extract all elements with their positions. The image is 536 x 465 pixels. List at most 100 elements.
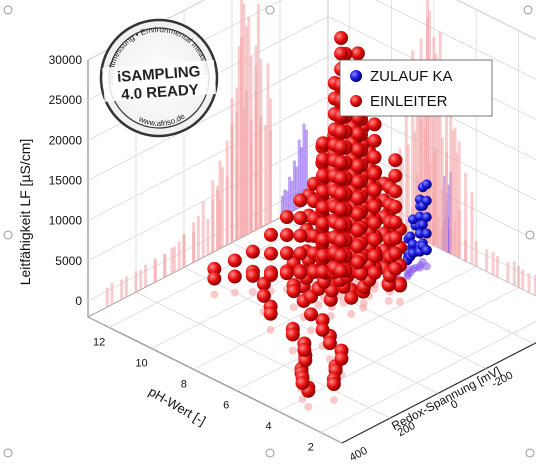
z-axis-label: Leitfähigkeit LF [µS/cm] — [17, 139, 33, 286]
handle-bottom-right[interactable] — [525, 448, 535, 458]
point-einleiter — [334, 139, 349, 154]
point-einleiter — [207, 271, 222, 286]
point-einleiter — [388, 246, 403, 261]
y-tick-label: 400 — [348, 445, 370, 460]
projection-einleiter-floor — [266, 325, 275, 334]
point-einleiter — [388, 215, 403, 230]
grid-z-left — [87, 136, 329, 262]
grid-y-floor — [87, 316, 343, 444]
projection-einleiter-floor — [289, 303, 298, 312]
z-tick-label: 25000 — [49, 93, 83, 107]
x-axis-label: pH-Wert [-] — [146, 384, 208, 429]
z-tick-label: 30000 — [49, 53, 83, 67]
projection-einleiter-floor — [359, 303, 368, 312]
y-axis-line — [341, 342, 536, 444]
point-einleiter — [334, 248, 349, 263]
grid-x-floor — [236, 266, 477, 391]
point-einleiter — [304, 307, 318, 322]
handle-middle-left[interactable] — [3, 230, 13, 240]
x-tick-label: 4 — [265, 421, 271, 433]
point-einleiter — [367, 232, 382, 247]
x-tick-label: 10 — [135, 358, 147, 370]
grid-y-floor — [135, 291, 391, 419]
point-einleiter — [350, 190, 365, 205]
point-zulauf — [421, 228, 432, 239]
point-einleiter — [350, 142, 365, 157]
z-tick-label: 20000 — [49, 133, 83, 147]
point-einleiter — [207, 261, 222, 276]
point-einleiter — [316, 168, 331, 183]
point-einleiter — [316, 136, 331, 151]
point-einleiter — [367, 150, 382, 165]
y-tick-label: 0 — [449, 398, 460, 411]
legend-label-zulauf: ZULAUF KA — [370, 68, 453, 85]
legend-marker-zulauf — [350, 70, 362, 82]
point-einleiter — [286, 284, 301, 299]
point-einleiter — [279, 209, 294, 224]
stamp-line2: 4.0 READY — [121, 81, 200, 103]
point-einleiter — [388, 261, 403, 276]
point-einleiter — [293, 246, 308, 261]
tick-labels: 0 5000 10000 15000 20000 25000 30000 12 10 8 6 4 2 40… — [49, 53, 516, 464]
projection-einleiter-floor — [329, 396, 338, 405]
point-einleiter — [316, 200, 331, 215]
point-einleiter — [388, 184, 403, 199]
point-einleiter — [350, 158, 365, 173]
point-zulauf — [405, 231, 416, 242]
point-einleiter — [350, 46, 365, 61]
point-einleiter — [263, 227, 278, 242]
point-einleiter — [334, 263, 349, 278]
z-tick-label: 15000 — [49, 173, 83, 187]
handle-bottom-left[interactable] — [3, 448, 13, 458]
projection-einleiter-floor — [395, 297, 404, 306]
stamp-line1: iSAMPLING — [117, 63, 201, 86]
point-einleiter — [334, 124, 349, 139]
point-einleiter — [315, 322, 330, 337]
projection-einleiter-floor — [347, 309, 356, 318]
point-einleiter — [334, 202, 349, 217]
point-einleiter — [322, 336, 337, 351]
handle-top-left[interactable] — [3, 5, 13, 15]
handle-top-center[interactable] — [265, 5, 275, 15]
point-einleiter — [263, 246, 278, 261]
point-einleiter — [334, 217, 349, 232]
handle-bottom-center[interactable] — [265, 448, 275, 458]
point-einleiter — [353, 266, 368, 281]
handle-middle-right[interactable] — [525, 230, 535, 240]
point-einleiter — [326, 376, 341, 391]
point-zulauf — [421, 195, 432, 206]
point-einleiter — [334, 31, 349, 46]
point-einleiter — [388, 153, 403, 168]
point-einleiter — [227, 269, 242, 284]
grid-x-floor — [320, 320, 536, 433]
grid-z-left — [87, 96, 329, 221]
point-einleiter — [367, 183, 382, 198]
projection-einleiter-floor — [248, 287, 257, 296]
projection-einleiter-floor — [230, 288, 239, 297]
point-einleiter — [334, 233, 349, 248]
x-tick-label: 6 — [223, 400, 229, 412]
point-einleiter — [388, 199, 403, 214]
point-einleiter — [293, 211, 308, 226]
point-einleiter — [388, 168, 403, 183]
point-zulauf — [421, 245, 432, 256]
point-einleiter — [316, 152, 331, 167]
x-tick-label: 8 — [181, 379, 187, 391]
point-zulauf — [414, 228, 425, 239]
point-einleiter — [344, 290, 359, 305]
selection-handles[interactable] — [3, 5, 535, 458]
point-einleiter — [392, 278, 407, 293]
point-einleiter — [350, 207, 365, 222]
point-einleiter — [315, 313, 330, 328]
point-einleiter — [350, 126, 365, 141]
projection-einleiter-floor — [384, 296, 393, 305]
projection-einleiter-floor — [314, 301, 323, 310]
point-einleiter — [263, 306, 278, 321]
handle-top-right[interactable] — [523, 5, 533, 15]
point-zulauf — [421, 179, 432, 190]
point-einleiter — [350, 255, 365, 270]
point-einleiter — [367, 166, 382, 181]
stamp-band — [102, 60, 217, 102]
point-einleiter — [388, 231, 403, 246]
